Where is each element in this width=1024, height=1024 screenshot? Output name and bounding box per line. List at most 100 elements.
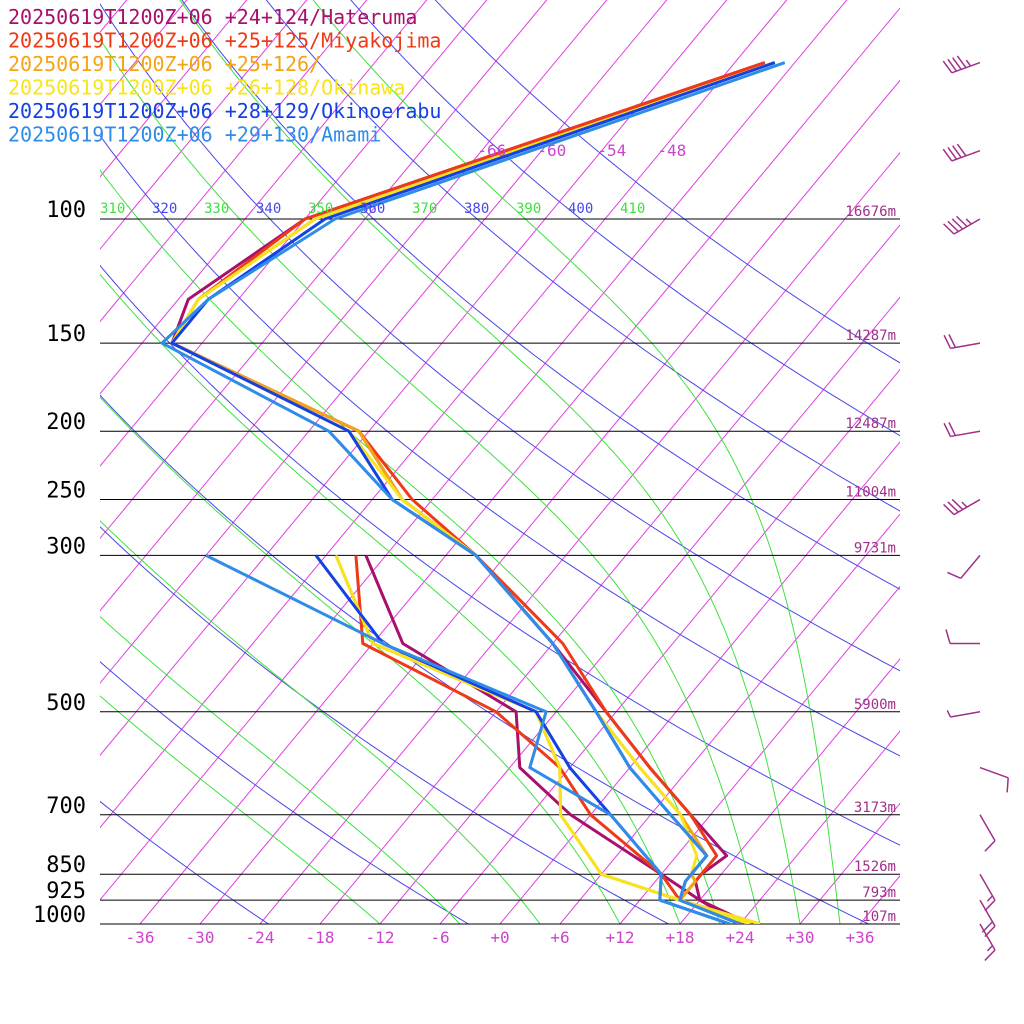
height-label: 5900m xyxy=(854,697,896,713)
wind-barb-shaft xyxy=(979,814,996,842)
height-label: 16676m xyxy=(845,204,896,220)
legend: 20250619T1200Z+06 +24+124/Hateruma202506… xyxy=(8,5,441,147)
theta-label: 390 xyxy=(516,201,541,217)
legend-entry: 20250619T1200Z+06 +24+124/Hateruma xyxy=(8,5,417,29)
dry-adiabat-line xyxy=(434,0,900,364)
theta-label: 330 xyxy=(204,201,229,217)
label-layer: 100 16676m 150 14287m 200 12487m 250 11004m 300 9… xyxy=(33,141,896,947)
dry-adiabat-line xyxy=(100,394,869,924)
isotherm-line xyxy=(739,730,900,924)
wind-barb-flag xyxy=(947,501,959,513)
isotherm-line xyxy=(859,875,900,924)
dry-adiabat-line xyxy=(100,134,900,757)
temperature-tick-label: +30 xyxy=(786,928,815,947)
height-label: 793m xyxy=(862,885,896,901)
pressure-label: 850 xyxy=(46,853,86,878)
wind-barb xyxy=(979,814,996,852)
wind-barb-flag xyxy=(943,223,955,235)
wind-barb-half-flag xyxy=(986,945,994,952)
temperature-tick-label: -24 xyxy=(246,928,275,947)
temperature-tick-label: -12 xyxy=(366,928,395,947)
dry-adiabat-line xyxy=(265,0,900,512)
wind-barb-flag xyxy=(952,57,962,70)
pressure-label: 500 xyxy=(46,691,86,716)
wind-barb-flag xyxy=(951,218,964,230)
wind-barb xyxy=(942,55,981,74)
wind-barb xyxy=(979,899,996,938)
isotherm-line xyxy=(559,513,900,924)
wind-barb xyxy=(979,766,1009,793)
theta-label: 320 xyxy=(152,201,177,217)
height-label: 3173m xyxy=(854,800,896,816)
isotherm-line xyxy=(980,0,1024,924)
isotherm-line xyxy=(100,0,428,395)
isotherm-line xyxy=(499,441,900,924)
isotherm-line xyxy=(100,0,308,250)
height-label: 11004m xyxy=(845,485,896,501)
wind-barb-flag xyxy=(947,58,958,72)
dry-adiabat-line xyxy=(181,0,900,590)
temperature-line xyxy=(170,61,776,924)
wind-barb-shaft xyxy=(960,554,981,579)
theta-label: 310 xyxy=(100,201,125,217)
wind-barb-flag xyxy=(984,899,996,912)
wind-barb-flag xyxy=(1006,777,1009,793)
legend-entry: 20250619T1200Z+06 +25+125/Miyakojima xyxy=(8,29,441,53)
temperature-tick-label: +24 xyxy=(726,928,755,947)
temperature-tick-label: -36 xyxy=(126,928,155,947)
isotherm-label: -66 xyxy=(477,141,506,160)
wind-barb xyxy=(945,629,980,645)
isotherm-line xyxy=(379,296,900,924)
pressure-label: 925 xyxy=(46,879,86,904)
isotherm-label: -60 xyxy=(537,141,566,160)
wind-barb-shaft xyxy=(950,711,981,718)
pressure-label: 1000 xyxy=(33,903,86,928)
wind-barb-shaft xyxy=(979,899,996,927)
barb-layer xyxy=(942,55,1009,961)
height-label: 14287m xyxy=(845,328,896,344)
pressure-label: 200 xyxy=(46,410,86,435)
dry-adiabat-line xyxy=(350,0,900,437)
theta-label: 410 xyxy=(620,201,645,217)
temperature-tick-label: +6 xyxy=(550,928,569,947)
moist-adiabat-line xyxy=(100,38,761,924)
legend-entry: 20250619T1200Z+06 +26+128/Okinawa xyxy=(8,76,405,100)
dewpoint-line xyxy=(364,554,741,924)
wind-barb xyxy=(947,554,981,580)
wind-barb xyxy=(943,498,981,516)
theta-label: 380 xyxy=(464,201,489,217)
wind-barb-flag xyxy=(984,949,996,961)
wind-barb-flag xyxy=(945,629,951,644)
wind-barb-flag xyxy=(942,60,953,74)
moist-adiabat-line xyxy=(312,0,841,924)
pressure-label: 150 xyxy=(46,322,86,347)
dewpoint-line xyxy=(334,554,751,924)
isobar-layer xyxy=(100,218,900,925)
wind-barb-flag xyxy=(948,422,957,436)
height-label: 1526m xyxy=(854,859,896,875)
wind-barb-half-flag xyxy=(986,895,994,902)
temperature-line xyxy=(170,61,776,924)
wind-barb-flag xyxy=(948,334,957,348)
isotherm-line xyxy=(100,0,248,178)
wind-barb xyxy=(946,710,981,718)
wind-barb xyxy=(943,422,981,438)
wind-barb xyxy=(942,143,981,162)
moist-adiabat-line xyxy=(100,396,621,924)
wind-barb xyxy=(943,334,981,350)
wind-barb xyxy=(943,215,981,235)
series-layer xyxy=(160,61,786,924)
moist-adiabat-line xyxy=(100,615,461,924)
pressure-label: 300 xyxy=(46,534,86,559)
dewpoint-line xyxy=(354,555,751,924)
legend-entry: 20250619T1200Z+06 +28+129/Okinoerabu xyxy=(8,99,441,123)
wind-barb-half-flag xyxy=(946,710,952,718)
moist-adiabat-line xyxy=(100,520,541,924)
dry-adiabat-line xyxy=(100,264,900,846)
isotherm-line xyxy=(619,585,900,924)
wind-barb-flag xyxy=(984,840,996,852)
isotherm-line xyxy=(100,0,368,323)
pressure-label: 250 xyxy=(46,479,86,504)
temperature-tick-label: -18 xyxy=(306,928,335,947)
